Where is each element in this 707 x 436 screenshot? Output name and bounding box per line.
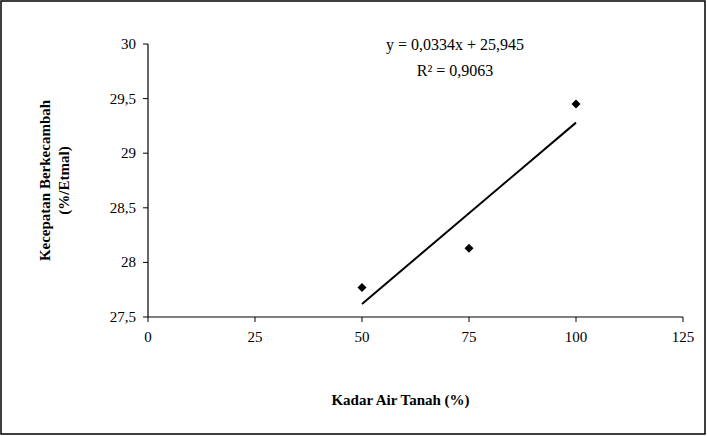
- y-tick-label: 29: [121, 145, 136, 161]
- x-tick: [469, 317, 470, 322]
- x-tick: [576, 317, 577, 322]
- y-tick: [143, 317, 148, 318]
- x-axis-label: Kadar Air Tanah (%): [331, 392, 469, 409]
- data-point: [465, 244, 474, 253]
- x-tick: [362, 317, 363, 322]
- y-tick: [143, 153, 148, 154]
- x-tick-label: 50: [355, 329, 370, 345]
- chart-container: 0 25 50 75 100 125 27,5 28 28,5 29 29,5 30 Kadar Air…: [0, 0, 707, 436]
- plot-area: [358, 100, 581, 304]
- y-tick-label: 27,5: [110, 309, 136, 325]
- y-tick: [143, 44, 148, 45]
- outer-frame: [1, 1, 705, 434]
- y-tick: [143, 207, 148, 208]
- y-tick: [143, 262, 148, 263]
- x-tick-label: 25: [248, 329, 263, 345]
- x-tick-label: 125: [672, 329, 695, 345]
- x-tick: [255, 317, 256, 322]
- y-tick: [143, 98, 148, 99]
- y-axis-label: Kecepatan Berkecambah: [37, 99, 53, 261]
- y-tick-label: 28: [121, 254, 136, 270]
- y-axis: [147, 44, 148, 317]
- annotation: R² = 0,9063: [417, 62, 494, 79]
- chart-svg: 0 25 50 75 100 125 27,5 28 28,5 29 29,5 30 Kadar Air…: [0, 0, 707, 436]
- data-point: [572, 100, 581, 109]
- x-tick-label: 0: [144, 329, 152, 345]
- x-tick-label: 100: [565, 329, 588, 345]
- trend-line: [362, 123, 576, 304]
- y-tick-label: 29,5: [110, 91, 136, 107]
- data-point: [358, 283, 367, 292]
- x-tick: [148, 317, 149, 322]
- x-axis: [148, 316, 683, 317]
- x-tick-label: 75: [462, 329, 477, 345]
- annotation: y = 0,0334x + 25,945: [386, 36, 524, 54]
- y-axis-label: (%/Etmal): [56, 146, 73, 214]
- y-tick-label: 30: [121, 36, 136, 52]
- y-tick-label: 28,5: [110, 200, 136, 216]
- x-tick: [683, 317, 684, 322]
